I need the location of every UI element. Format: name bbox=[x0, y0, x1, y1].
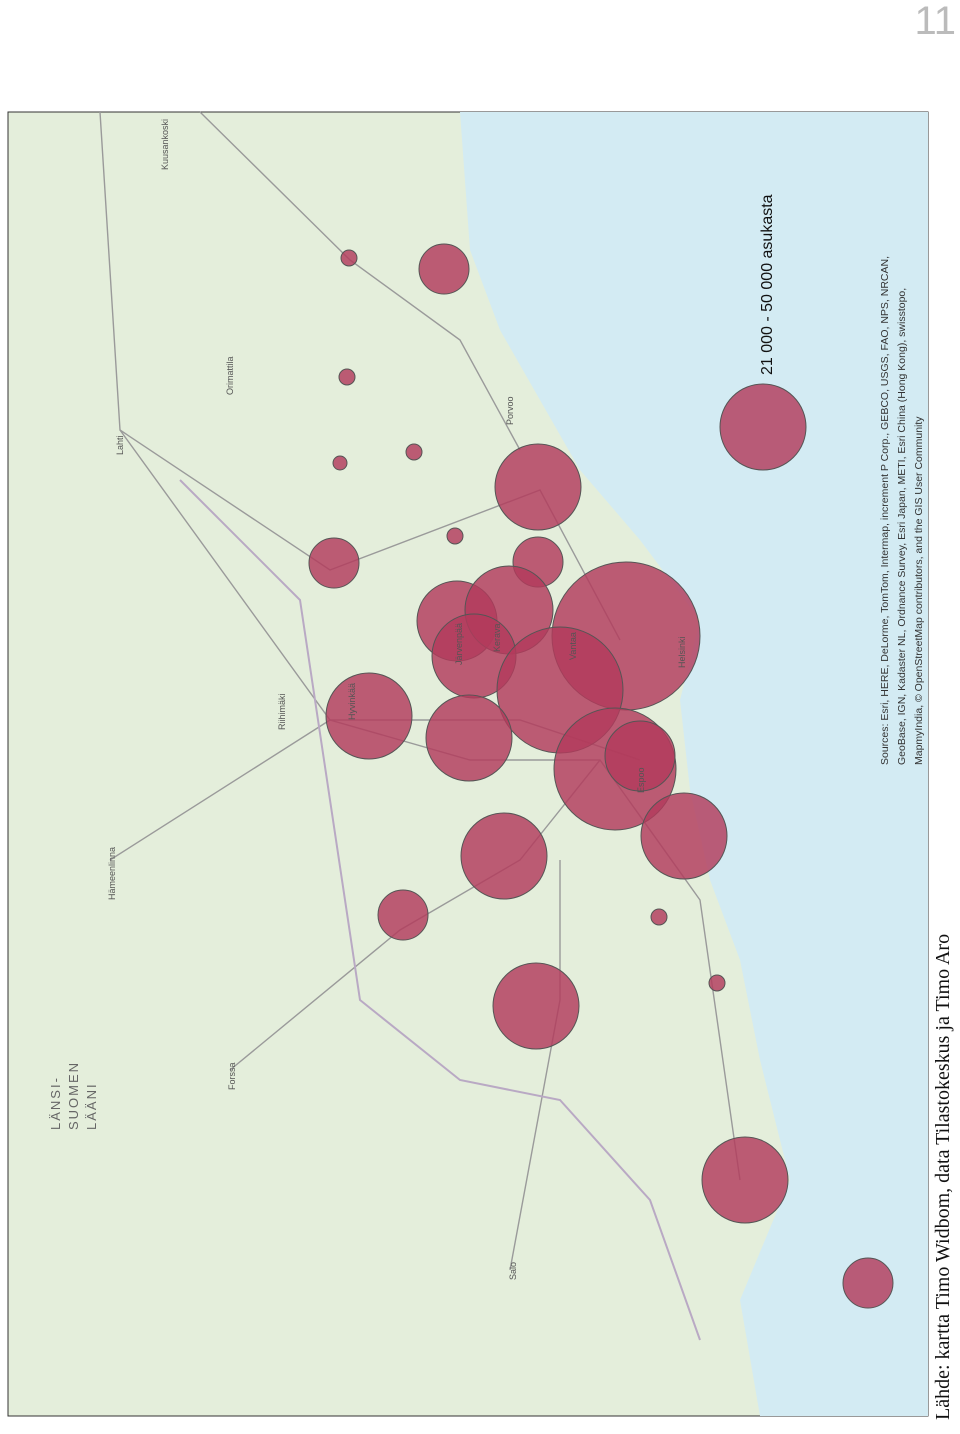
page-number: 11 bbox=[914, 0, 956, 43]
bubble bbox=[446, 527, 464, 545]
sea bbox=[450, 112, 928, 1416]
legend-symbol bbox=[719, 383, 807, 471]
legend-label: 21 000 - 50 000 asukasta bbox=[759, 194, 776, 375]
region-line: SUOMEN bbox=[66, 1061, 81, 1130]
place-label: Forssa bbox=[227, 1062, 237, 1090]
place-labels: Helsinki Espoo Vantaa Kerava Järvenpää H… bbox=[107, 119, 687, 1280]
bubble bbox=[494, 443, 582, 531]
bubble bbox=[308, 537, 360, 589]
place-label: Orimattila bbox=[225, 356, 235, 395]
place-label: Salo bbox=[508, 1262, 518, 1280]
bubble bbox=[650, 908, 668, 926]
region-line: LÄÄNI bbox=[84, 1082, 99, 1130]
bubble bbox=[701, 1136, 789, 1224]
place-label: Espoo bbox=[636, 767, 646, 793]
place-label: Vantaa bbox=[568, 632, 578, 660]
place-label: Riihimäki bbox=[277, 693, 287, 730]
bubble bbox=[340, 249, 358, 267]
place-label: Porvoo bbox=[505, 396, 515, 425]
bubbles bbox=[308, 243, 894, 1309]
bubble bbox=[842, 1257, 894, 1309]
road bbox=[119, 429, 621, 641]
road bbox=[199, 111, 521, 451]
bubble bbox=[418, 243, 470, 295]
region-border bbox=[179, 479, 701, 1341]
bubble bbox=[338, 368, 356, 386]
sources-line: Sources: Esri, HERE, DeLorme, TomTom, In… bbox=[879, 256, 891, 765]
region-line: LÄNSI- bbox=[48, 1076, 63, 1130]
place-label: Hyvinkää bbox=[347, 683, 357, 720]
region-label: LÄNSI- SUOMEN LÄÄNI bbox=[48, 1061, 99, 1130]
bubble bbox=[332, 455, 348, 471]
bubble bbox=[708, 974, 726, 992]
bubble bbox=[640, 792, 728, 880]
bubble bbox=[604, 720, 676, 792]
bubble bbox=[492, 962, 580, 1050]
place-label: Hämeenlinna bbox=[107, 847, 117, 900]
place-label: Kerava bbox=[492, 623, 502, 652]
legend: 21 000 - 50 000 asukasta bbox=[719, 194, 807, 471]
bubble bbox=[405, 443, 423, 461]
map: Helsinki Espoo Vantaa Kerava Järvenpää H… bbox=[7, 111, 929, 1417]
caption: Lähde: kartta Timo Widbom, data Tilastok… bbox=[932, 934, 954, 1420]
place-label: Järvenpää bbox=[454, 623, 464, 665]
bubble bbox=[325, 672, 413, 760]
bubble bbox=[460, 812, 548, 900]
sources: Sources: Esri, HERE, DeLorme, TomTom, In… bbox=[879, 256, 925, 765]
sources-line: MapmyIndia, © OpenStreetMap contributors… bbox=[913, 416, 925, 765]
place-label: Kuusankoski bbox=[160, 119, 170, 170]
place-label: Helsinki bbox=[677, 636, 687, 668]
road bbox=[229, 759, 601, 1071]
sources-line: GeoBase, IGN, Kadaster NL, Ordnance Surv… bbox=[896, 288, 908, 765]
bubble bbox=[377, 889, 429, 941]
bubble bbox=[425, 694, 513, 782]
place-label: Lahti bbox=[115, 435, 125, 455]
